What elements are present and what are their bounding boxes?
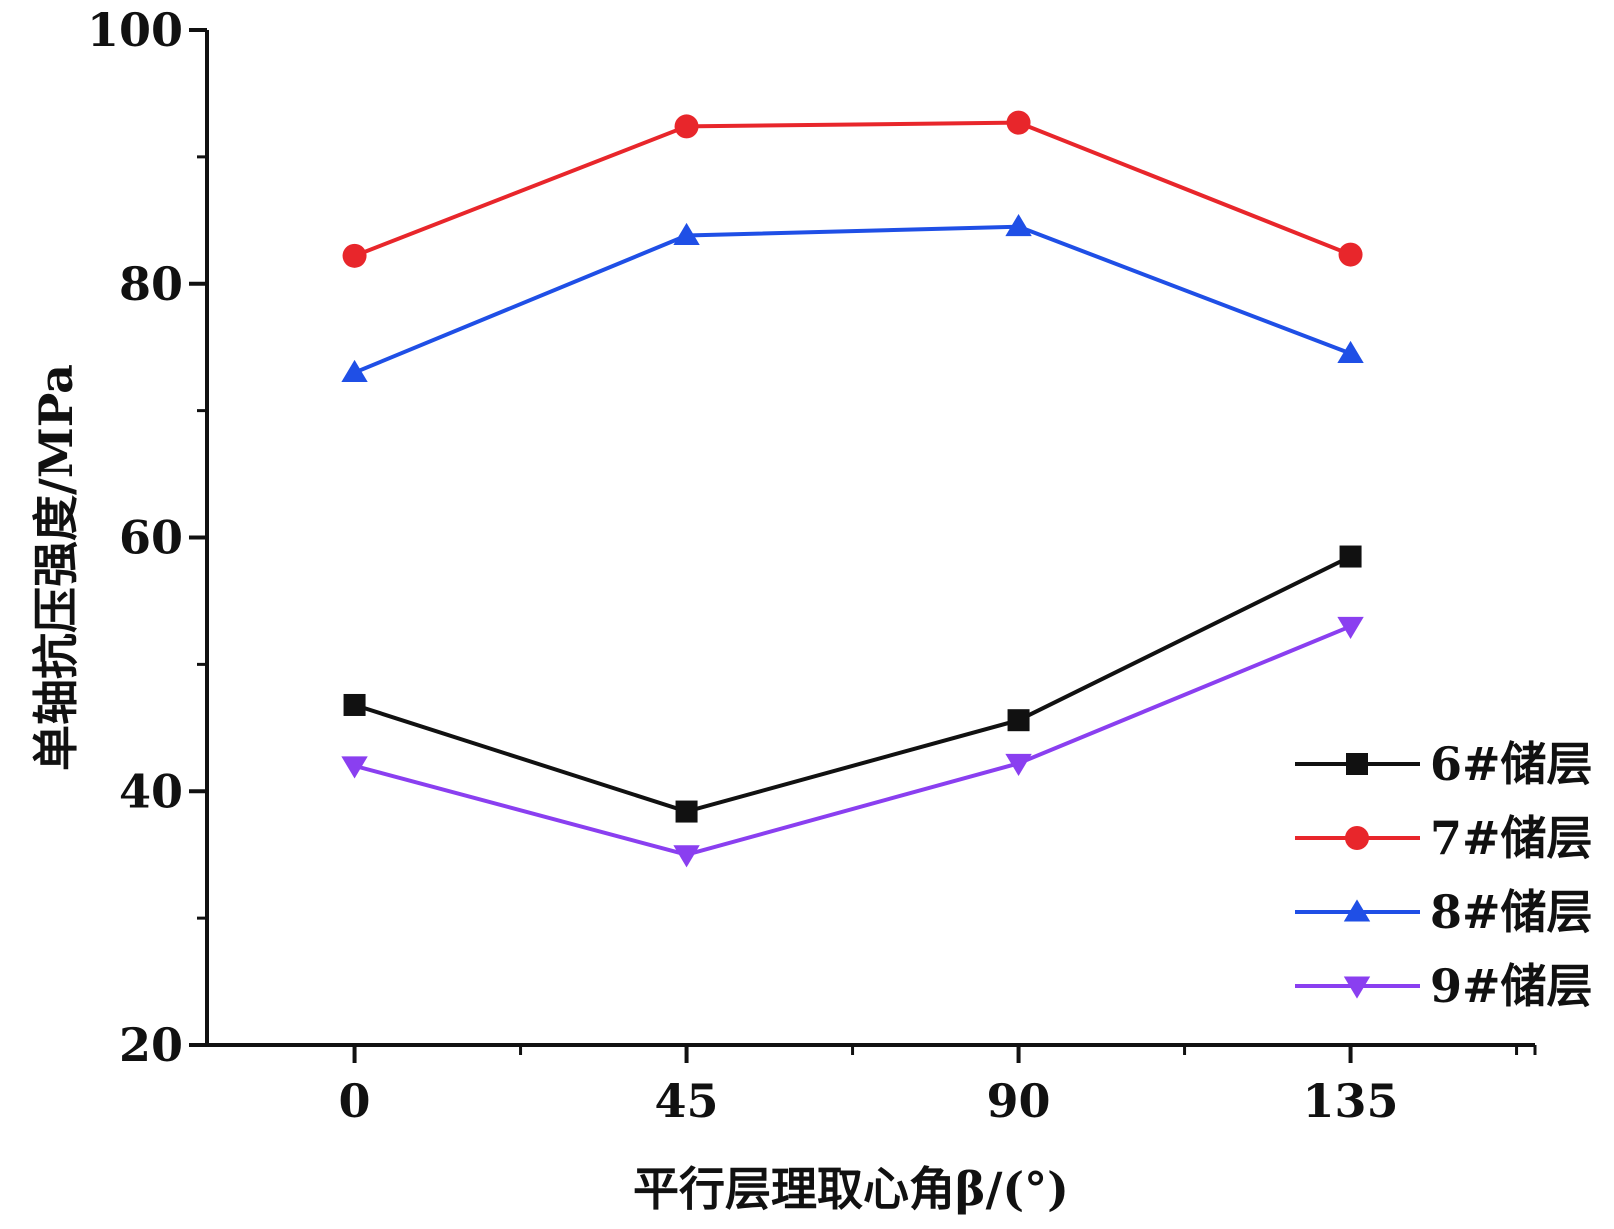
series-layer <box>341 110 1364 868</box>
x-axis-title: 平行层理取心角β/(°) <box>633 1162 1069 1216</box>
series-3 <box>341 214 1364 383</box>
legend-entry: 8#储层 <box>1295 885 1593 939</box>
data-point <box>1005 753 1032 776</box>
series-line <box>354 624 1352 857</box>
legend-entry: 6#储层 <box>1295 737 1593 791</box>
y-tick-label: 80 <box>119 257 183 311</box>
ticks <box>189 28 1537 1063</box>
legend-label: 9#储层 <box>1430 959 1593 1013</box>
x-tick-label: 90 <box>987 1074 1051 1128</box>
legend-marker <box>1346 753 1368 775</box>
data-point <box>342 243 367 268</box>
legend-marker <box>1343 899 1371 922</box>
y-tick-label: 20 <box>119 1018 183 1072</box>
data-point <box>1006 110 1031 135</box>
legend-marker <box>1345 826 1369 850</box>
tick-labels: 20 40 60 80 100 0 45 90 135 <box>87 3 1399 1128</box>
legend-label: 6#储层 <box>1430 737 1593 791</box>
series-line <box>353 554 1352 814</box>
data-point <box>673 845 700 868</box>
legend-label: 7#储层 <box>1430 811 1593 865</box>
x-tick-label: 45 <box>655 1074 719 1128</box>
y-axis-title: 单轴抗压强度/MPa <box>29 364 83 771</box>
series-2 <box>342 110 1363 268</box>
data-point <box>1339 545 1362 568</box>
legend-marker <box>1343 976 1371 999</box>
legend-entry: 9#储层 <box>1295 959 1593 1013</box>
x-tick-label: 135 <box>1303 1074 1399 1128</box>
data-point <box>1005 214 1032 237</box>
data-point <box>673 222 700 246</box>
series-line <box>353 224 1352 375</box>
y-tick-label: 60 <box>119 511 183 565</box>
x-tick-label: 0 <box>339 1074 371 1128</box>
series-line <box>353 120 1352 258</box>
data-point <box>1337 340 1364 364</box>
y-tick-label: 100 <box>87 3 183 57</box>
data-point <box>674 114 699 139</box>
y-tick-label: 40 <box>119 764 183 818</box>
series-1 <box>343 545 1362 823</box>
data-point <box>343 693 366 716</box>
data-point <box>1007 709 1030 732</box>
series-4 <box>341 616 1364 868</box>
data-point <box>675 800 698 823</box>
legend: 6#储层 7#储层 8#储层 9#储层 <box>1295 737 1593 1013</box>
data-point <box>341 756 368 779</box>
legend-label: 8#储层 <box>1430 885 1593 939</box>
data-point <box>1337 616 1364 639</box>
axes <box>205 30 1535 1047</box>
data-point <box>1338 242 1363 267</box>
data-point <box>341 359 368 383</box>
legend-entry: 7#储层 <box>1295 811 1593 865</box>
